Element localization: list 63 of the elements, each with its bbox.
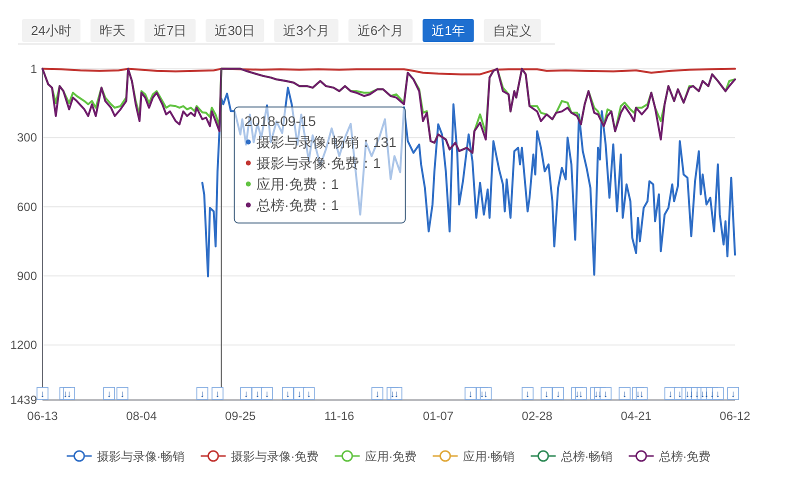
legend-label: 应用·畅销 [462,450,515,464]
event-marker: ↓ [120,389,125,400]
event-marker: ↓ [106,389,112,400]
button: 24小时 [22,19,80,42]
event-marker: ↓ [286,389,290,400]
x-tick-label: 11-16 [324,409,355,423]
x-tick-label: 09-25 [225,409,256,423]
line-series [201,86,736,278]
x-tick-label: 04-21 [620,409,652,423]
event-marker: ↓ [556,389,560,400]
legend-item: 总榜·免费 [628,450,711,464]
y-tick-label: 300 [16,130,38,145]
y-tick-label: 900 [16,268,38,283]
event-marker: ↓ [215,389,220,400]
legend-label: 总榜·畅销 [560,450,613,464]
event-marker: ↓ [374,389,380,400]
legend-label: 应用·免费 [364,450,417,464]
button: 近30日 [206,19,264,42]
button: 近1年 [422,19,474,42]
annotation: 总榜·免费：1 [255,197,339,213]
event-marker: ↓ [622,389,628,400]
event-marker: ↓ [603,389,608,400]
event-marker: ↓ [244,389,248,400]
event-marker: ↓ [525,389,530,400]
event-marker: ↓ [468,389,473,400]
event-marker: ↓ [730,389,736,400]
x-tick-label: 02-28 [522,409,553,423]
event-marker: ↓ [40,389,45,400]
event-marker: ↓ [677,389,682,400]
legend-item: 应用·免费 [334,450,417,464]
event-marker: ↓ [716,389,720,400]
legend-label: 摄影与录像·畅销 [96,450,185,464]
x-tick-label: 08-04 [126,409,158,423]
legend-item: 应用·畅销 [432,450,515,464]
event-marker: ↓ [296,389,302,400]
legend-item: 摄影与录像·免费 [200,450,319,464]
button: 自定义 [484,19,541,42]
legend-label: 摄影与录像·免费 [230,450,319,464]
legend-label: 总榜·免费 [658,450,711,464]
annotation: 摄影与录像·免费：1 [256,155,381,171]
button: 近7日 [144,19,196,42]
x-tick-label: 06-13 [27,409,58,423]
event-marker: ↓ [668,389,673,400]
y-tick-label: 600 [16,200,38,214]
legend-item: 总榜·畅销 [530,450,613,464]
ref-line-label: 2018-09-15 [244,113,316,129]
event-marker: ↓ [200,389,205,400]
button: 近6个月 [348,19,413,42]
event-marker: ↓ [306,389,312,400]
x-tick-label: 01-07 [422,409,454,423]
y-tick-label: 1 [30,62,38,76]
x-tick-label: 06-12 [720,409,751,423]
event-marker: ↓ [264,389,270,400]
line-series [42,68,736,154]
legend-item: 摄影与录像·畅销 [66,450,185,464]
button: 昨天 [90,19,134,42]
annotation: 摄影与录像·畅销：131 [256,134,397,150]
annotation: 应用·免费：1 [256,176,339,192]
button: 近3个月 [274,19,338,42]
y-tick-label: 1439 [10,393,38,407]
event-marker: ↓ [544,389,550,400]
event-marker: ↓ [255,389,260,400]
y-tick-label: 1200 [10,338,38,352]
